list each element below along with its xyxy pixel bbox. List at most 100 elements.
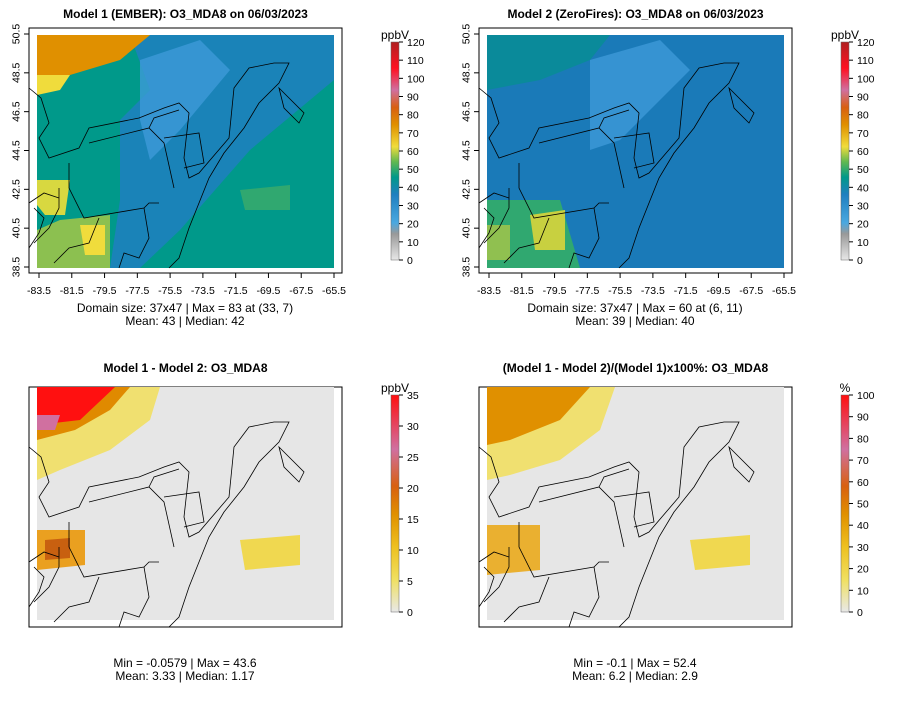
panel-title: (Model 1 - Model 2)/(Model 1)x100%: O3_M… bbox=[502, 361, 769, 375]
heatmap-region-low bbox=[690, 535, 750, 570]
x-tick-label: -67.5 bbox=[289, 285, 313, 297]
y-tick-label: 40.5 bbox=[11, 218, 23, 239]
colorbar-tick-label: 70 bbox=[407, 128, 419, 140]
colorbar-tick-label: 10 bbox=[407, 545, 419, 557]
panel-title: Model 1 - Model 2: O3_MDA8 bbox=[103, 361, 268, 375]
x-tick-label: -65.5 bbox=[772, 285, 796, 297]
colorbar-tick-label: 0 bbox=[857, 607, 863, 619]
colorbar-tick-label: 110 bbox=[407, 55, 424, 67]
x-tick-label: -81.5 bbox=[510, 285, 534, 297]
colorbar-unit: ppbV bbox=[831, 28, 859, 42]
x-tick-label: -81.5 bbox=[60, 285, 84, 297]
colorbar-tick-label: 110 bbox=[857, 55, 874, 67]
colorbar-tick-label: 100 bbox=[857, 73, 875, 85]
y-tick-label: 48.5 bbox=[461, 62, 473, 83]
colorbar-tick-label: 120 bbox=[857, 37, 875, 49]
colorbar-tick-label: 40 bbox=[857, 520, 869, 532]
heatmap-region-mid bbox=[487, 387, 590, 445]
axes: -83.5 -81.5 -79.5 -77.5 -75.5 -73.5 -71.5 -69.5… bbox=[11, 24, 875, 619]
heatmap-region-mid bbox=[37, 180, 70, 215]
y-tick-label: 50.5 bbox=[11, 24, 23, 45]
heatmap-region-mid bbox=[487, 525, 540, 575]
x-tick-label: -79.5 bbox=[543, 285, 567, 297]
colorbar-tick-label: 15 bbox=[407, 514, 419, 526]
x-tick-label: -69.5 bbox=[706, 285, 730, 297]
colorbar-tick-label: 70 bbox=[857, 455, 869, 467]
heatmap-region-high bbox=[530, 210, 565, 250]
panel-percent-difference bbox=[478, 386, 850, 628]
colorbar-tick-label: 30 bbox=[857, 201, 869, 213]
y-tick-label: 44.5 bbox=[461, 140, 473, 161]
stats-line: Min = -0.1 | Max = 52.4 bbox=[573, 656, 697, 670]
colorbar-tick-label: 20 bbox=[857, 564, 869, 576]
colorbar-unit: ppbV bbox=[381, 381, 409, 395]
colorbar-tick-label: 10 bbox=[857, 585, 869, 597]
colorbar bbox=[390, 41, 400, 261]
y-tick-label: 40.5 bbox=[461, 218, 473, 239]
colorbar-tick-label: 100 bbox=[407, 73, 425, 85]
colorbar-tick-label: 30 bbox=[407, 421, 419, 433]
y-tick-label: 48.5 bbox=[11, 62, 23, 83]
colorbar-unit: ppbV bbox=[381, 28, 409, 42]
stats-line: Domain size: 37x47 | Max = 83 at (33, 7) bbox=[76, 301, 294, 315]
heatmap-region-mid bbox=[487, 225, 510, 260]
panel-title: Model 2 (ZeroFires): O3_MDA8 on 06/03/20… bbox=[507, 7, 764, 21]
colorbar-tick-label: 90 bbox=[407, 92, 419, 104]
y-tick-label: 46.5 bbox=[461, 101, 473, 122]
x-tick-label: -73.5 bbox=[641, 285, 665, 297]
colorbar-unit: % bbox=[840, 381, 851, 395]
colorbar-tick-label: 0 bbox=[407, 607, 413, 619]
colorbar-tick-label: 120 bbox=[407, 37, 425, 49]
colorbar-tick-label: 20 bbox=[407, 483, 419, 495]
x-tick-label: -75.5 bbox=[158, 285, 182, 297]
colorbar-tick-label: 30 bbox=[857, 542, 869, 554]
x-tick-label: -69.5 bbox=[256, 285, 280, 297]
y-tick-label: 38.5 bbox=[11, 257, 23, 278]
colorbar-tick-label: 35 bbox=[407, 390, 419, 402]
x-tick-label: -71.5 bbox=[674, 285, 698, 297]
heatmap-region bbox=[487, 35, 610, 90]
colorbar-tick-label: 5 bbox=[407, 576, 413, 588]
heatmap-region-mid bbox=[240, 185, 290, 210]
colorbar-tick-label: 25 bbox=[407, 452, 419, 464]
y-tick-label: 44.5 bbox=[11, 140, 23, 161]
x-tick-label: -79.5 bbox=[93, 285, 117, 297]
stats-line: Mean: 3.33 | Median: 1.17 bbox=[115, 669, 255, 683]
colorbar-tick-label: 50 bbox=[407, 164, 419, 176]
colorbar-tick-label: 80 bbox=[407, 110, 419, 122]
heatmap-region-mid bbox=[37, 75, 70, 95]
stats-line: Min = -0.0579 | Max = 43.6 bbox=[113, 656, 257, 670]
stats-line: Mean: 43 | Median: 42 bbox=[125, 314, 245, 328]
colorbar-tick-label: 80 bbox=[857, 433, 869, 445]
colorbar-tick-label: 50 bbox=[857, 164, 869, 176]
colorbar bbox=[840, 41, 850, 261]
colorbar-tick-label: 10 bbox=[407, 237, 419, 249]
colorbar-tick-label: 90 bbox=[857, 412, 869, 424]
colorbar-tick-label: 10 bbox=[857, 237, 869, 249]
y-tick-label: 46.5 bbox=[11, 101, 23, 122]
colorbar-tick-label: 70 bbox=[857, 128, 869, 140]
colorbar-tick-label: 80 bbox=[857, 110, 869, 122]
x-tick-label: -83.5 bbox=[27, 285, 51, 297]
colorbar-tick-label: 50 bbox=[857, 499, 869, 511]
x-tick-label: -83.5 bbox=[477, 285, 501, 297]
colorbar-tick-label: 100 bbox=[857, 390, 875, 402]
colorbar-tick-label: 90 bbox=[857, 92, 869, 104]
colorbar-tick-label: 60 bbox=[857, 477, 869, 489]
colorbar-tick-label: 40 bbox=[407, 182, 419, 194]
y-tick-label: 42.5 bbox=[11, 179, 23, 200]
heatmap-region-lowest bbox=[140, 40, 230, 160]
y-tick-label: 42.5 bbox=[461, 179, 473, 200]
panel-model1 bbox=[28, 27, 400, 274]
colorbar-tick-label: 60 bbox=[857, 146, 869, 158]
x-tick-label: -67.5 bbox=[739, 285, 763, 297]
colorbar-tick-label: 60 bbox=[407, 146, 419, 158]
colorbar-tick-label: 20 bbox=[407, 219, 419, 231]
x-tick-label: -77.5 bbox=[575, 285, 599, 297]
panel-title: Model 1 (EMBER): O3_MDA8 on 06/03/2023 bbox=[63, 7, 308, 21]
x-tick-label: -77.5 bbox=[125, 285, 149, 297]
heatmap-region-lowest bbox=[590, 40, 690, 150]
x-tick-label: -73.5 bbox=[191, 285, 215, 297]
